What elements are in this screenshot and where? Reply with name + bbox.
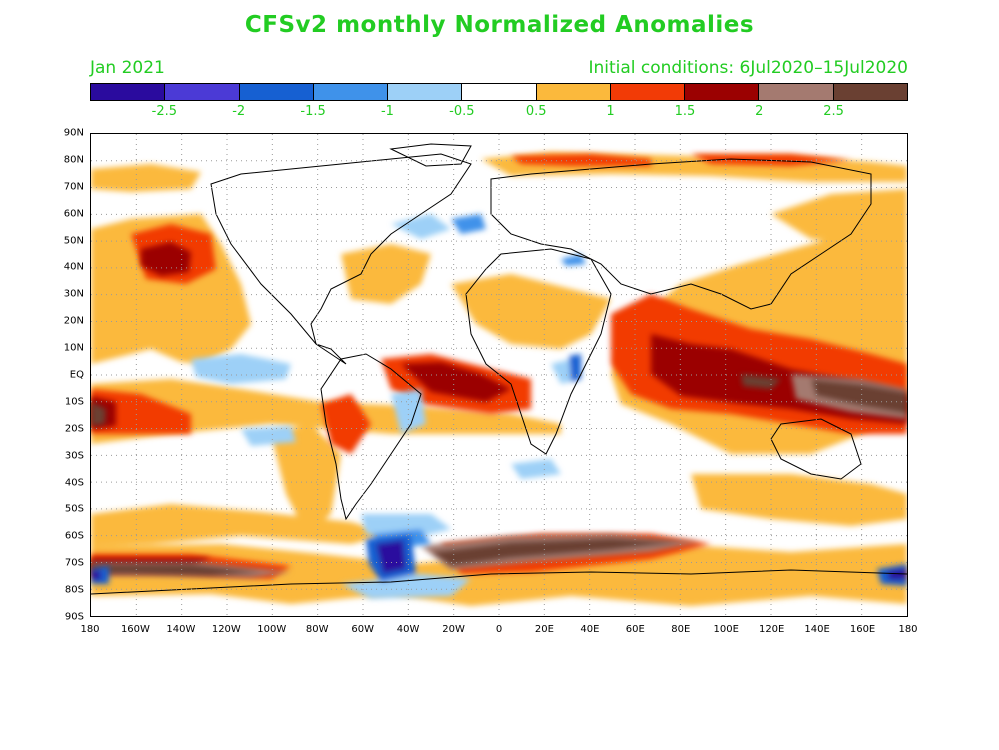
latitude-label: 40S bbox=[64, 477, 84, 489]
extreme-positive-fields bbox=[91, 374, 907, 578]
negative-anomaly-fields bbox=[91, 214, 907, 599]
longitude-label: 140E bbox=[804, 624, 830, 635]
colorbar-tick-label: 1 bbox=[606, 104, 615, 119]
latitude-label: 90N bbox=[63, 127, 84, 139]
latitude-label: 30S bbox=[64, 450, 84, 462]
longitude-label: 40E bbox=[580, 624, 600, 635]
longitude-label: 120E bbox=[758, 624, 785, 635]
latitude-label: 70S bbox=[64, 557, 84, 569]
colorbar-tick-label: -1.5 bbox=[300, 104, 326, 119]
colorbar-tick-label: 1.5 bbox=[674, 104, 696, 119]
colorbar-swatch bbox=[833, 84, 907, 100]
longitude-label: 100E bbox=[713, 624, 739, 635]
longitude-label: 60E bbox=[625, 624, 645, 635]
latitude-label: 90S bbox=[64, 611, 84, 623]
colorbar-tick-label: -2 bbox=[232, 104, 246, 119]
colorbar-tick-label: -0.5 bbox=[449, 104, 475, 119]
longitude-label: 100W bbox=[257, 624, 287, 635]
longitude-label: 60W bbox=[351, 624, 374, 635]
latitude-label: 40N bbox=[63, 261, 84, 273]
initial-conditions: Initial conditions: 6Jul2020–15Jul2020 bbox=[588, 58, 908, 78]
longitude-label: 0 bbox=[495, 624, 503, 635]
colorbar-tick-label: -2.5 bbox=[151, 104, 178, 119]
longitude-label: 160W bbox=[120, 624, 150, 635]
grid-lines bbox=[91, 134, 907, 616]
colorbar-tick-label: 0.5 bbox=[525, 104, 547, 119]
colorbar-swatch bbox=[388, 84, 463, 100]
latitude-label: 70N bbox=[63, 181, 84, 193]
colorbar bbox=[90, 83, 908, 101]
latitude-label: 60S bbox=[64, 530, 84, 542]
latitude-label: EQ bbox=[69, 369, 84, 381]
colorbar-swatch bbox=[165, 84, 240, 100]
longitude-label: 180 bbox=[898, 624, 918, 635]
colorbar-swatch bbox=[610, 84, 686, 100]
colorbar-swatch bbox=[91, 84, 166, 100]
longitude-label: 20E bbox=[534, 624, 554, 635]
colorbar-tick-label: 2.5 bbox=[823, 104, 844, 119]
latitude-label: 60N bbox=[63, 208, 84, 220]
colorbar-swatch bbox=[685, 84, 760, 100]
latitude-label: 80S bbox=[64, 584, 84, 596]
colorbar-swatch bbox=[313, 84, 389, 100]
latitude-label: 10S bbox=[64, 396, 84, 408]
latitude-label: 10N bbox=[63, 342, 84, 354]
colorbar-swatch bbox=[536, 84, 611, 100]
colorbar-swatch bbox=[462, 84, 537, 100]
chart-title: CFSv2 monthly Normalized Anomalies bbox=[244, 12, 755, 38]
longitude-label: 80W bbox=[305, 624, 329, 635]
latitude-label: 80N bbox=[63, 154, 84, 166]
longitude-label: 40W bbox=[396, 624, 420, 635]
longitude-label: 80E bbox=[671, 624, 691, 635]
valid-month: Jan 2021 bbox=[90, 58, 165, 78]
longitude-label: 120W bbox=[211, 624, 241, 635]
colorbar-swatch bbox=[759, 84, 834, 100]
latitude-label: 50S bbox=[64, 503, 84, 515]
longitude-label: 160E bbox=[849, 624, 876, 635]
latitude-label: 20N bbox=[63, 315, 84, 327]
longitude-label: 20W bbox=[442, 624, 465, 635]
latitude-label: 50N bbox=[63, 235, 84, 247]
longitude-label: 140W bbox=[166, 624, 196, 635]
colorbar-tick-label: -1 bbox=[380, 104, 394, 119]
longitude-label: 180 bbox=[80, 624, 100, 635]
latitude-label: 30N bbox=[63, 288, 84, 300]
anomaly-map bbox=[90, 133, 908, 617]
colorbar-swatch bbox=[239, 84, 314, 100]
colorbar-tick-label: 2 bbox=[755, 104, 764, 119]
latitude-label: 20S bbox=[64, 423, 84, 435]
